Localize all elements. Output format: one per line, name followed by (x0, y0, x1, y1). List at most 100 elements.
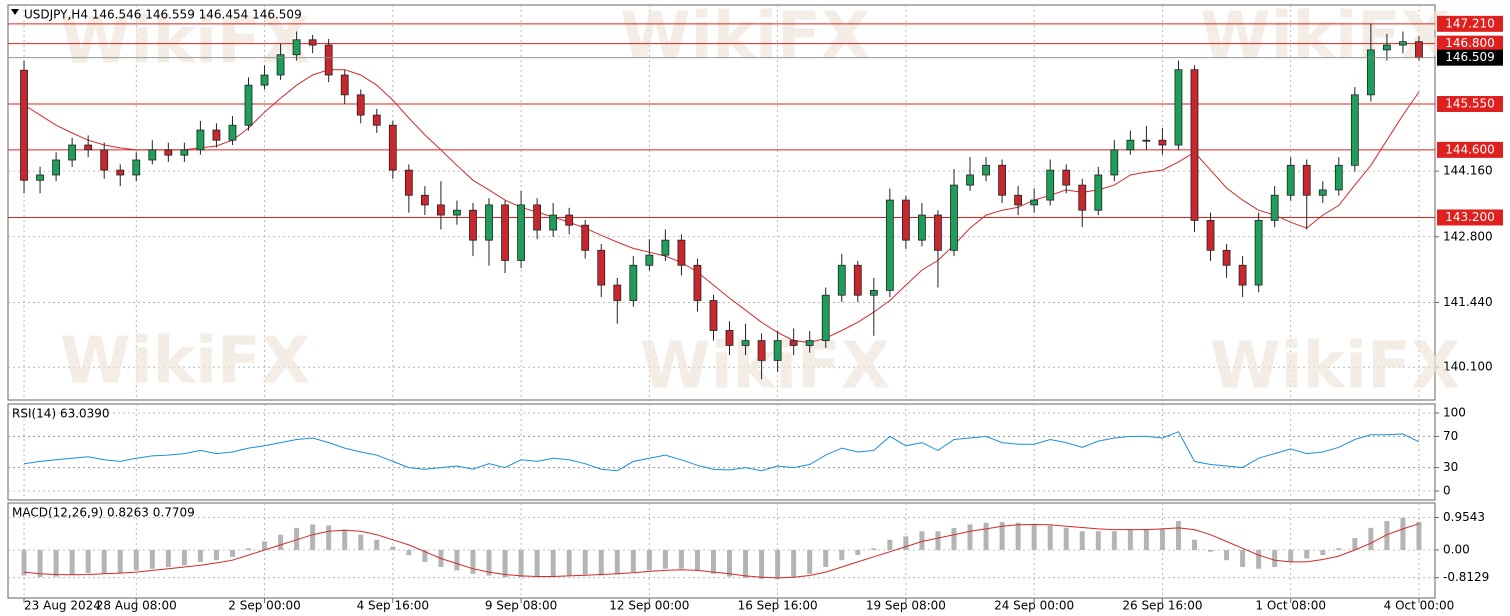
candle-body (1350, 94, 1359, 166)
candle-body (837, 264, 846, 296)
x-tick-label: 16 Sep 16:00 (738, 599, 818, 613)
macd-bar (582, 549, 588, 575)
x-tick-label: 4 Oct 00:00 (1384, 599, 1455, 613)
watermark: WikiFX (60, 325, 310, 399)
candle-body (613, 284, 622, 301)
candle-body (581, 224, 590, 251)
candle-body (260, 74, 269, 86)
y-tick-label: 0.00 (1443, 542, 1470, 556)
candle-body (276, 54, 285, 76)
level-label-box (1437, 209, 1503, 226)
macd-bar (935, 531, 941, 550)
candle-body (164, 149, 173, 156)
candle-body (966, 174, 974, 186)
macd-bar (678, 549, 684, 569)
macd-bar (919, 531, 925, 550)
macd-bar (1336, 548, 1342, 550)
price-label: 146.509 (1445, 50, 1495, 64)
level-label-box (1437, 141, 1503, 158)
level-label-box (1437, 35, 1503, 52)
macd-bar (197, 549, 203, 562)
macd-bar (326, 525, 332, 550)
macd-bar (1320, 549, 1326, 556)
x-tick-label: 23 Aug 2024 (24, 599, 101, 613)
macd-bar (53, 549, 59, 577)
y-tick-label: 140.100 (1443, 360, 1493, 374)
x-tick-label: 28 Aug 08:00 (96, 599, 177, 613)
y-tick-label: 30 (1443, 460, 1458, 474)
macd-bar (1272, 549, 1278, 568)
x-tick-label: 26 Sep 16:00 (1122, 599, 1202, 613)
macd-bar (1368, 527, 1374, 550)
level-label-box (1437, 95, 1503, 112)
macd-bar (1127, 529, 1133, 550)
macd-bar (181, 549, 187, 566)
level-label-box (1437, 15, 1503, 32)
macd-bar (839, 549, 845, 561)
panel-title: USDJPY,H4 146.546 146.559 146.454 146.50… (24, 8, 302, 22)
candle-body (789, 340, 798, 346)
candle-body (372, 114, 381, 126)
candle-body (469, 209, 477, 241)
candle-body (1318, 189, 1327, 196)
macd-bar (1191, 539, 1197, 550)
candle-body (773, 340, 782, 361)
macd-bar (951, 527, 957, 550)
macd-bar (149, 549, 155, 569)
panel-title: MACD(12,26,9) 0.8263 0.7709 (12, 506, 195, 520)
macd-bar (21, 549, 27, 576)
candle-body (404, 169, 413, 196)
candle-body (918, 214, 926, 241)
macd-bar (823, 549, 829, 568)
macd-bar (598, 549, 604, 576)
macd-bar (534, 549, 540, 578)
macd-bar (486, 549, 492, 576)
candle-body (1270, 194, 1279, 221)
candle-body (853, 264, 862, 296)
candle-body (597, 249, 606, 286)
x-tick-label: 19 Sep 08:00 (866, 599, 946, 613)
candle-body (982, 164, 990, 176)
macd-bar (1208, 549, 1214, 552)
candle-body (1046, 169, 1055, 201)
candle-body (517, 204, 525, 261)
candle-body (388, 124, 397, 171)
candle-body (100, 149, 109, 171)
macd-bar (294, 527, 300, 550)
watermark: WikiFX (60, 5, 310, 79)
macd-bar (1256, 549, 1262, 569)
x-tick-label: 4 Sep 16:00 (357, 599, 429, 613)
candle-body (565, 214, 574, 226)
macd-bar (1015, 522, 1021, 550)
level-label: 143.200 (1445, 210, 1495, 224)
macd-bar (502, 549, 508, 578)
candle-body (950, 184, 958, 251)
candle-body (116, 169, 125, 176)
candle-body (501, 204, 509, 261)
candle-body (20, 69, 28, 181)
macd-bar (342, 529, 348, 550)
candle-body (1415, 41, 1423, 59)
macd-bar (903, 536, 909, 550)
candle-body (805, 340, 814, 346)
macd-bar (1095, 531, 1101, 550)
macd-bar (855, 549, 861, 556)
title-marker (11, 9, 19, 15)
watermark: WikiFX (1210, 330, 1460, 404)
candle-body (180, 149, 189, 156)
candle-body (549, 214, 558, 231)
candle-body (1158, 139, 1167, 146)
macd-bar (983, 522, 989, 550)
y-tick-label: 141.440 (1443, 295, 1493, 309)
candle-body (821, 294, 830, 342)
macd-bar (358, 534, 364, 550)
macd-bar (213, 549, 219, 561)
macd-bar (614, 549, 620, 575)
macd-bar (999, 522, 1005, 550)
candle-body (212, 129, 221, 141)
macd-bar (101, 549, 107, 574)
macd-bar (1063, 527, 1069, 550)
macd-bar (518, 549, 524, 578)
